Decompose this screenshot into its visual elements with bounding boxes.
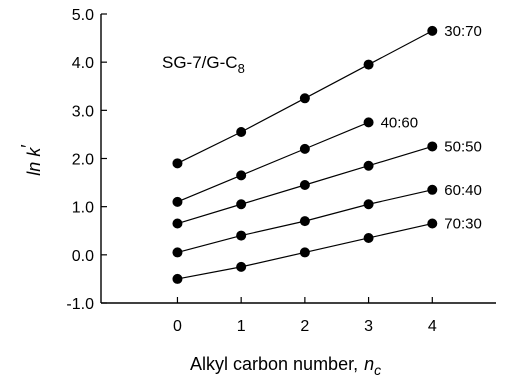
series-40-60: 40:60: [172, 114, 419, 207]
x-axis-title: Alkyl carbon number, nc: [190, 354, 381, 378]
series-label: 50:50: [444, 138, 482, 155]
axes: [100, 14, 496, 304]
series-60-40: 60:40: [172, 182, 482, 258]
y-ticks: -1.0 0.0 1.0 2.0 3.0 4.0 5.0: [66, 7, 107, 313]
series-70-30: 70:30: [172, 216, 482, 284]
x-ticks: 0 1 2 3 4: [173, 297, 437, 335]
data-point: [427, 184, 438, 195]
y-tick-label: 1.0: [72, 200, 94, 217]
x-tick-label: 1: [237, 318, 246, 335]
x-tick-label: 4: [428, 318, 437, 335]
y-tick-label: 4.0: [72, 55, 94, 72]
y-tick-label: 5.0: [72, 7, 94, 24]
data-point: [299, 216, 310, 227]
y-tick-label: 3.0: [72, 103, 94, 120]
data-point: [299, 247, 310, 258]
series-layer: 30:70 40:60 50:50 60:40 70:30: [172, 23, 482, 284]
data-point: [427, 141, 438, 152]
data-point: [236, 127, 247, 138]
series-line: [177, 121, 369, 203]
data-point: [363, 117, 374, 128]
y-tick-label: 2.0: [72, 152, 94, 169]
series-label: 30:70: [444, 23, 482, 40]
data-point: [363, 232, 374, 243]
data-point: [172, 158, 183, 169]
y-axis-title: ln k′: [18, 144, 44, 176]
series-label: 40:60: [381, 114, 419, 131]
data-point: [172, 273, 183, 284]
x-tick-label: 0: [173, 318, 182, 335]
data-point: [299, 93, 310, 104]
data-point: [236, 261, 247, 272]
chart-annotation: SG-7/G-C8: [162, 53, 245, 76]
data-point: [236, 230, 247, 241]
data-point: [427, 25, 438, 36]
data-point: [299, 179, 310, 190]
data-point: [299, 143, 310, 154]
data-point: [172, 218, 183, 229]
series-label: 60:40: [444, 182, 482, 199]
x-tick-label: 2: [300, 318, 309, 335]
data-point: [363, 199, 374, 210]
data-point: [363, 160, 374, 171]
data-point: [172, 196, 183, 207]
data-point: [363, 59, 374, 70]
data-point: [172, 247, 183, 258]
y-tick-label: -1.0: [66, 296, 94, 313]
series-label: 70:30: [444, 216, 482, 233]
series-30-70: 30:70: [172, 23, 482, 169]
series-50-50: 50:50: [172, 138, 482, 229]
data-point: [236, 170, 247, 181]
x-tick-label: 3: [364, 318, 373, 335]
y-tick-label: 0.0: [72, 248, 94, 265]
data-point: [236, 199, 247, 210]
data-point: [427, 218, 438, 229]
